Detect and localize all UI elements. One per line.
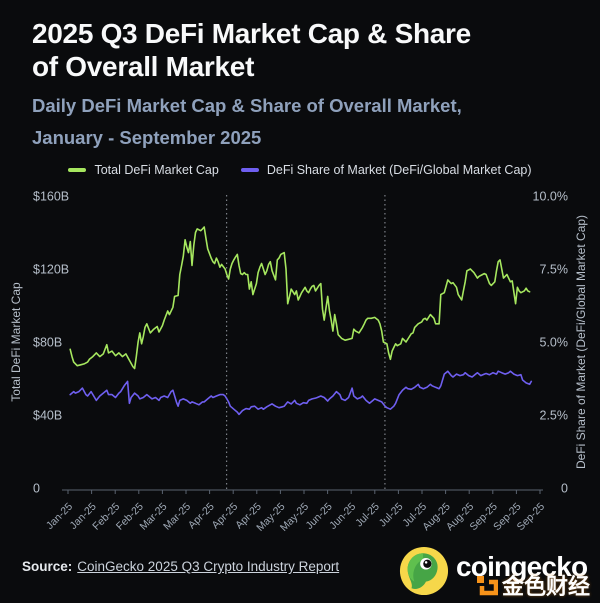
right-axis-tick-label: 5.0% xyxy=(540,336,569,350)
subtitle-line-1: Daily DeFi Market Cap & Share of Overall… xyxy=(32,95,462,116)
legend-item-marketcap: Total DeFi Market Cap xyxy=(68,163,219,177)
right-axis-title: DeFi Share of Market (DeFi/Global Market… xyxy=(574,215,588,469)
right-axis-tick-label: 2.5% xyxy=(540,409,569,423)
page-title: 2025 Q3 DeFi Market Cap & Share of Overa… xyxy=(32,17,582,83)
title-line-2: of Overall Market xyxy=(32,51,255,82)
jinse-watermark: 金色财经 xyxy=(476,569,590,601)
legend-label-marketcap: Total DeFi Market Cap xyxy=(94,163,219,177)
right-axis-tick-label: 7.5% xyxy=(540,263,569,277)
defi-marketcap-line xyxy=(69,226,531,370)
left-axis-tick-label: $40B xyxy=(33,409,62,423)
subtitle-line-2: January - September 2025 xyxy=(32,127,262,148)
chart-subtitle: Daily DeFi Market Cap & Share of Overall… xyxy=(32,90,572,154)
right-axis-tick-label: 10.0% xyxy=(533,190,568,204)
x-tick-label: Jul-25 xyxy=(353,501,382,530)
coingecko-gecko-logo-icon xyxy=(399,546,449,596)
jinse-watermark-text: 金色财经 xyxy=(502,575,591,600)
x-tick-label: Jun-25 xyxy=(327,501,358,532)
jinse-logo-icon xyxy=(477,576,498,596)
defi-dual-axis-line-chart: Jan-25Jan-25Feb-25Feb-25Mar-25Mar-25Apr-… xyxy=(9,190,588,534)
x-tick-label: Jul-25 xyxy=(377,501,406,530)
left-axis-tick-label: $80B xyxy=(33,336,62,350)
x-tick-label: Mar-25 xyxy=(161,501,193,533)
legend-swatch-green xyxy=(68,168,87,172)
left-axis-tick-label: 0 xyxy=(33,482,40,496)
source-line: Source: CoinGecko 2025 Q3 Crypto Industry… xyxy=(22,559,339,574)
left-axis-title: Total DeFi Market Cap xyxy=(9,282,23,402)
source-report-link[interactable]: CoinGecko 2025 Q3 Crypto Industry Report xyxy=(77,559,340,574)
legend-swatch-purple xyxy=(240,168,259,172)
legend-item-share: DeFi Share of Market (DeFi/Global Market… xyxy=(240,163,532,177)
legend-label-share: DeFi Share of Market (DeFi/Global Market… xyxy=(266,163,532,177)
right-axis-tick-label: 0 xyxy=(561,482,568,496)
left-axis-tick-label: $120B xyxy=(33,263,69,277)
chart-legend: Total DeFi Market Cap DeFi Share of Mark… xyxy=(0,163,600,177)
left-axis-tick-label: $160B xyxy=(33,190,69,204)
title-line-1: 2025 Q3 DeFi Market Cap & Share xyxy=(32,18,471,49)
source-prefix: Source: xyxy=(22,559,73,574)
defi-share-line xyxy=(69,370,533,416)
